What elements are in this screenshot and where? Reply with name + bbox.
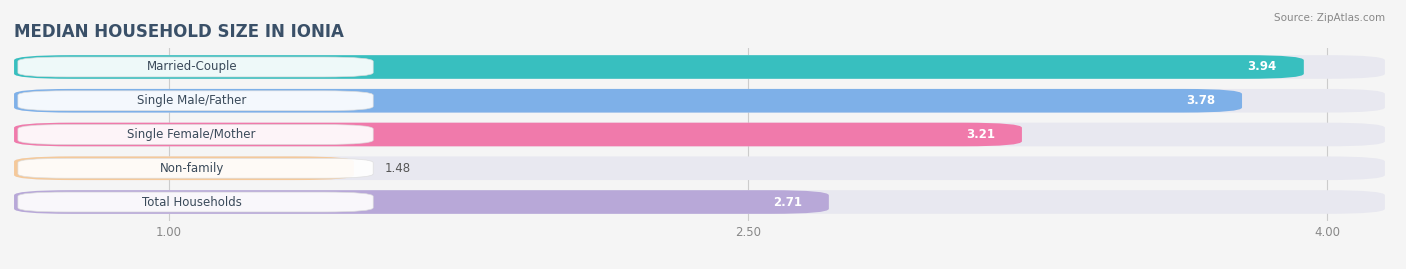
Text: Total Households: Total Households [142,196,242,208]
Text: 3.21: 3.21 [966,128,995,141]
Text: 2.71: 2.71 [773,196,801,208]
FancyBboxPatch shape [18,125,373,144]
Text: Married-Couple: Married-Couple [146,61,238,73]
FancyBboxPatch shape [18,91,373,111]
FancyBboxPatch shape [14,55,1385,79]
Text: 1.48: 1.48 [385,162,411,175]
Text: Source: ZipAtlas.com: Source: ZipAtlas.com [1274,13,1385,23]
Text: Single Male/Father: Single Male/Father [136,94,246,107]
Text: MEDIAN HOUSEHOLD SIZE IN IONIA: MEDIAN HOUSEHOLD SIZE IN IONIA [14,23,344,41]
FancyBboxPatch shape [14,123,1385,146]
FancyBboxPatch shape [14,55,1303,79]
FancyBboxPatch shape [18,57,373,77]
FancyBboxPatch shape [14,89,1385,112]
FancyBboxPatch shape [18,192,373,212]
Text: 3.78: 3.78 [1185,94,1215,107]
Text: Non-family: Non-family [159,162,224,175]
FancyBboxPatch shape [14,157,1385,180]
FancyBboxPatch shape [14,157,354,180]
FancyBboxPatch shape [14,123,1022,146]
FancyBboxPatch shape [18,158,373,178]
Text: 3.94: 3.94 [1247,61,1277,73]
Text: Single Female/Mother: Single Female/Mother [128,128,256,141]
FancyBboxPatch shape [14,89,1241,112]
FancyBboxPatch shape [14,190,1385,214]
FancyBboxPatch shape [14,190,830,214]
